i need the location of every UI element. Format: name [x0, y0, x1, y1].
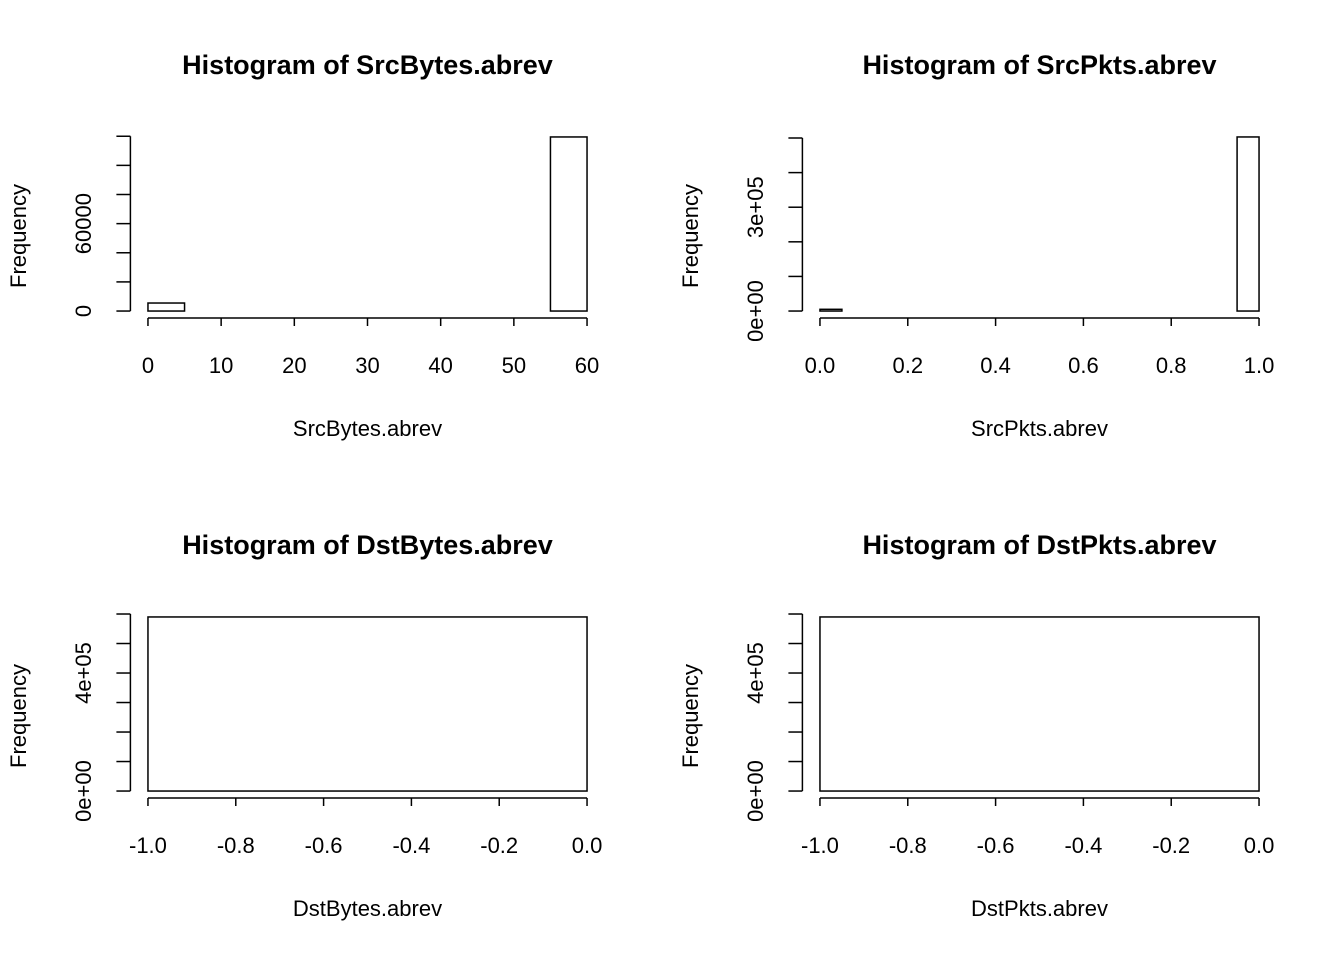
x-axis-label: SrcBytes.abrev	[293, 416, 442, 441]
histogram-bar	[549, 136, 588, 312]
y-axis-label: Frequency	[678, 664, 703, 768]
histogram-bar	[147, 302, 186, 312]
x-tick-label: 0.8	[1156, 353, 1187, 378]
x-tick-label: 0.4	[980, 353, 1011, 378]
chart-title: Histogram of DstPkts.abrev	[862, 530, 1216, 560]
x-tick-label: -0.8	[217, 833, 255, 858]
y-tick-label: 0e+00	[743, 280, 768, 342]
chart-title: Histogram of DstBytes.abrev	[182, 530, 553, 560]
x-tick-label: -0.6	[305, 833, 343, 858]
x-tick-label: 30	[355, 353, 379, 378]
x-tick-label: -0.8	[889, 833, 927, 858]
y-axis-label: Frequency	[6, 184, 31, 288]
x-tick-label: 40	[428, 353, 452, 378]
x-tick-label: -1.0	[801, 833, 839, 858]
x-tick-label: 0.0	[1244, 833, 1275, 858]
x-tick-label: -0.4	[392, 833, 430, 858]
y-axis-label: Frequency	[678, 184, 703, 288]
histogram-bar	[147, 616, 588, 792]
y-tick-label: 4e+05	[71, 642, 96, 704]
chart-title: Histogram of SrcBytes.abrev	[182, 50, 553, 80]
x-tick-label: 0.0	[572, 833, 603, 858]
x-tick-label: -1.0	[129, 833, 167, 858]
x-axis-label: DstPkts.abrev	[971, 896, 1108, 921]
x-tick-label: 10	[209, 353, 233, 378]
x-axis-label: SrcPkts.abrev	[971, 416, 1108, 441]
x-tick-label: 0	[142, 353, 154, 378]
chart-title: Histogram of SrcPkts.abrev	[862, 50, 1216, 80]
y-axis-label: Frequency	[6, 664, 31, 768]
y-tick-label: 0	[71, 305, 96, 317]
y-tick-label: 0e+00	[743, 760, 768, 822]
x-tick-label: 50	[502, 353, 526, 378]
histogram-bar	[819, 616, 1260, 792]
histogram-bar	[1236, 136, 1260, 312]
histogram-bar	[819, 308, 843, 312]
x-tick-label: 0.6	[1068, 353, 1099, 378]
y-tick-label: 60000	[71, 193, 96, 254]
y-tick-label: 3e+05	[743, 176, 768, 238]
x-tick-label: -0.4	[1064, 833, 1102, 858]
x-tick-label: 60	[575, 353, 599, 378]
x-tick-label: -0.2	[1152, 833, 1190, 858]
x-tick-label: 0.0	[805, 353, 836, 378]
y-tick-label: 0e+00	[71, 760, 96, 822]
y-tick-label: 4e+05	[743, 642, 768, 704]
x-tick-label: 1.0	[1244, 353, 1275, 378]
x-tick-label: -0.2	[480, 833, 518, 858]
x-tick-label: 0.2	[892, 353, 923, 378]
x-tick-label: 20	[282, 353, 306, 378]
x-tick-label: -0.6	[977, 833, 1015, 858]
x-axis-label: DstBytes.abrev	[293, 896, 442, 921]
